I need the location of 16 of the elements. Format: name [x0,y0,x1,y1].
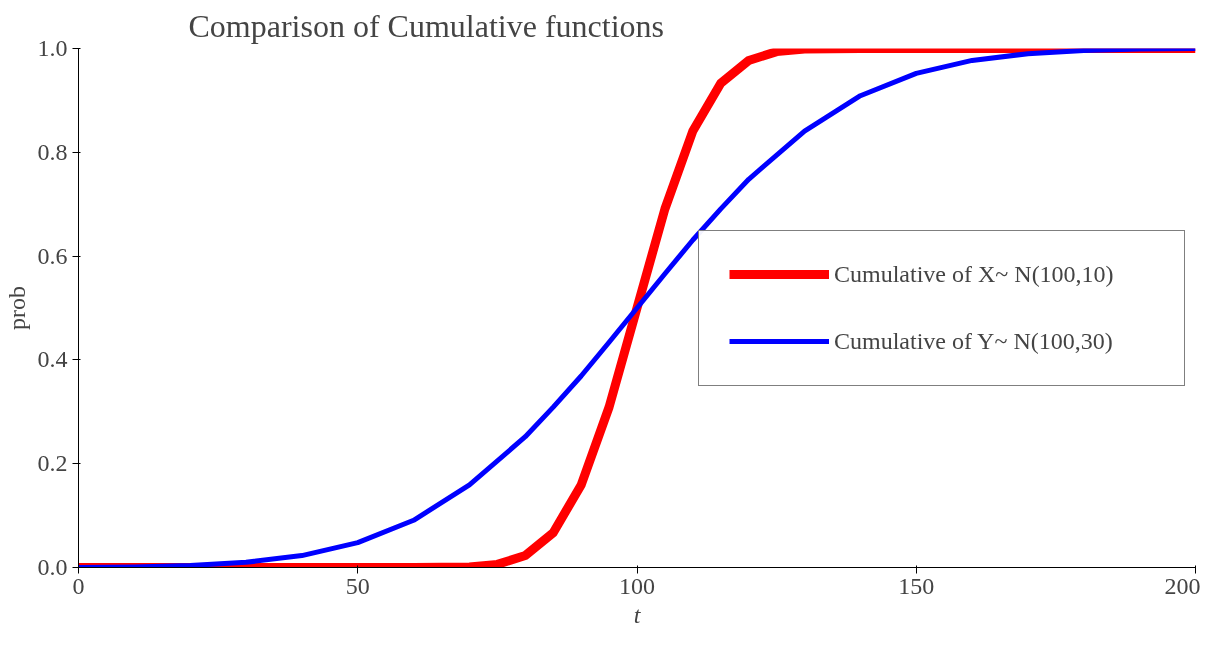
y-tick-label: 1.0 [37,35,68,61]
x-tick-label: 0 [72,572,85,599]
y-tick-label: 0.6 [37,242,68,269]
legend-label: Cumulative of Y~ N(100,30) [834,327,1114,355]
chart-title: Comparison of Cumulative functions [188,7,664,44]
x-tick-label: 200 [1164,572,1201,599]
x-tick-label: 100 [619,572,655,599]
x-tick-label: 150 [898,572,935,599]
y-tick-label: 0.4 [37,346,68,373]
y-tick-label: 0.8 [37,138,68,165]
y-tick-label: 0.2 [37,450,68,477]
y-tick-label: 0.0 [37,554,68,580]
y-axis-title: prob [3,286,30,330]
x-tick-label: 50 [345,572,370,599]
x-axis-title: t [633,601,642,628]
legend-label: Cumulative of X~ N(100,10) [834,260,1115,288]
